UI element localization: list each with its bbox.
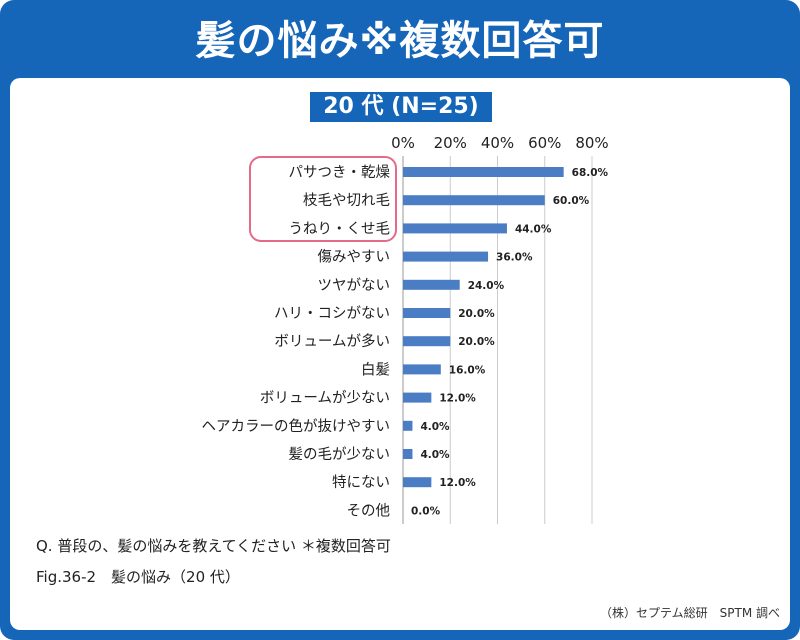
value-label: 24.0%: [468, 280, 505, 292]
category-label: その他: [347, 502, 391, 519]
chart-panel: [10, 78, 790, 630]
value-label: 60.0%: [553, 195, 590, 207]
source-credit: （株）セプテム総研 SPTM 調べ: [600, 606, 780, 620]
bar: [403, 392, 432, 403]
question-text: Q. 普段の、髪の悩みを教えてください ＊複数回答可: [36, 537, 391, 555]
page-title: 髪の悩み※複数回答可: [195, 18, 605, 64]
category-label: ヘアカラーの色が抜けやすい: [202, 418, 391, 435]
value-label: 68.0%: [572, 167, 609, 179]
bar: [403, 167, 564, 177]
bar: [403, 251, 489, 262]
category-label: 白髪: [361, 361, 390, 378]
bar: [403, 223, 507, 234]
value-label: 0.0%: [411, 505, 441, 517]
x-tick-label: 40%: [481, 134, 514, 152]
value-label: 12.0%: [439, 477, 476, 489]
category-label: ボリュームが多い: [274, 333, 390, 350]
category-label: 特にない: [332, 474, 390, 491]
chart-subtitle: 20 代 (N=25): [310, 92, 492, 122]
value-label: 4.0%: [420, 449, 450, 461]
x-tick-label: 60%: [528, 134, 561, 152]
bar: [403, 279, 460, 290]
category-label: ツヤがない: [318, 277, 391, 294]
x-tick-label: 20%: [434, 134, 467, 152]
value-label: 44.0%: [515, 223, 552, 235]
category-label: 髪の毛が少ない: [289, 446, 391, 463]
bar: [403, 195, 545, 206]
category-label: うねり・くせ毛: [289, 220, 391, 237]
bar: [403, 364, 441, 375]
highlight-box: [249, 156, 397, 242]
value-label: 4.0%: [420, 421, 450, 433]
bar: [403, 336, 451, 347]
category-label: ハリ・コシがない: [274, 305, 390, 322]
value-label: 16.0%: [449, 364, 486, 376]
bar: [403, 420, 413, 431]
value-label: 12.0%: [439, 393, 476, 405]
category-label: 傷みやすい: [318, 249, 391, 266]
value-label: 36.0%: [496, 252, 533, 264]
x-tick-label: 0%: [391, 134, 415, 152]
bar: [403, 308, 451, 318]
category-label: 枝毛や切れ毛: [303, 192, 390, 209]
value-label: 20.0%: [458, 336, 495, 348]
figure-caption: Fig.36-2 髪の悩み（20 代）: [36, 568, 240, 586]
x-tick-label: 80%: [575, 134, 608, 152]
bar: [403, 449, 413, 459]
category-label: パサつき・乾燥: [289, 164, 391, 181]
category-label: ボリュームが少ない: [260, 390, 390, 407]
bar: [403, 477, 432, 488]
value-label: 20.0%: [458, 308, 495, 320]
